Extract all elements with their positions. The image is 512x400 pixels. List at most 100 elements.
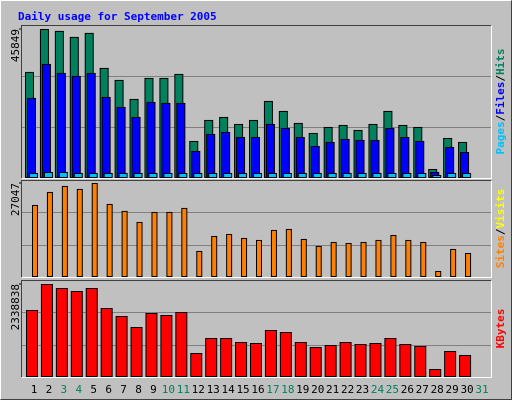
- bar: [465, 252, 472, 277]
- bar: [375, 239, 382, 277]
- bar: [324, 345, 337, 378]
- bar: [130, 327, 143, 377]
- x-tick-label: 11: [177, 383, 190, 396]
- legend-separator: /: [494, 228, 507, 235]
- legend-separator: /: [494, 114, 507, 121]
- bar: [71, 75, 81, 178]
- bar: [220, 338, 233, 377]
- bar: [208, 172, 218, 179]
- bar: [26, 310, 38, 378]
- bar: [325, 141, 335, 178]
- bar: [250, 343, 262, 377]
- bar: [166, 211, 173, 277]
- bar: [116, 106, 126, 178]
- bar: [190, 352, 203, 377]
- y-tick-label: 45849: [9, 29, 22, 62]
- bar: [43, 171, 53, 178]
- x-tick-label: 13: [207, 383, 220, 396]
- bar: [256, 239, 262, 277]
- bar: [282, 172, 292, 179]
- bar: [330, 241, 337, 277]
- bar: [206, 133, 216, 179]
- x-tick-label: 20: [311, 383, 324, 396]
- bar: [226, 233, 233, 277]
- y-tick-label: 2338838: [9, 284, 22, 330]
- x-tick-label: 18: [281, 383, 294, 396]
- bar: [435, 270, 442, 278]
- bar: [88, 172, 98, 179]
- legend: Pages/Files/Hits: [494, 49, 507, 155]
- bar: [76, 188, 83, 277]
- bar: [417, 172, 427, 179]
- x-tick-label: 1: [31, 383, 38, 396]
- bar: [56, 72, 66, 178]
- x-tick-label: 3: [61, 383, 68, 396]
- x-tick-label: 21: [326, 383, 339, 396]
- bar: [148, 172, 158, 179]
- panel-bevel: [21, 25, 492, 179]
- panel-bevel: [21, 280, 492, 378]
- y-tick-label: 27047: [9, 183, 22, 216]
- bar: [41, 63, 51, 178]
- bar: [27, 97, 36, 178]
- bar: [133, 172, 143, 179]
- bar: [444, 351, 457, 378]
- bar: [61, 185, 68, 277]
- bar: [251, 136, 260, 179]
- bar: [355, 139, 365, 178]
- bar: [445, 146, 455, 179]
- bar: [181, 207, 188, 277]
- bar: [400, 136, 410, 179]
- x-tick-label: 6: [105, 383, 112, 396]
- bar: [131, 116, 141, 179]
- bar: [91, 183, 98, 277]
- bar: [85, 288, 98, 377]
- bar: [55, 288, 68, 377]
- bar: [405, 239, 412, 277]
- bar: [241, 237, 248, 277]
- bar: [118, 172, 128, 179]
- bar: [265, 123, 275, 178]
- bar: [327, 172, 337, 179]
- bar: [399, 344, 412, 377]
- bar: [223, 172, 233, 179]
- bar: [315, 245, 322, 277]
- bar: [100, 308, 113, 377]
- bar: [390, 234, 397, 278]
- bar: [354, 344, 367, 377]
- bar: [360, 241, 367, 277]
- legend: Sites/Visits: [494, 189, 507, 269]
- legend-entry: Hits: [494, 49, 507, 76]
- bar: [450, 248, 457, 277]
- x-tick-label: 4: [75, 383, 82, 396]
- bar: [236, 136, 246, 179]
- bar: [121, 210, 128, 277]
- x-tick-label: 31: [475, 383, 488, 396]
- bar: [115, 316, 128, 378]
- x-tick-label: 15: [236, 383, 249, 396]
- legend-entry: Sites: [494, 235, 507, 268]
- bar: [145, 313, 158, 377]
- bar: [163, 172, 173, 179]
- bar: [151, 211, 158, 277]
- bar: [178, 172, 188, 179]
- x-tick-label: 29: [446, 383, 459, 396]
- x-tick-label: 26: [401, 383, 414, 396]
- bar: [295, 136, 305, 179]
- bar: [415, 140, 425, 179]
- bar: [279, 332, 292, 377]
- x-tick-label: 14: [222, 383, 236, 396]
- bar: [211, 235, 218, 277]
- bar: [294, 342, 307, 377]
- bar: [101, 96, 111, 178]
- bar: [32, 204, 38, 277]
- bar: [46, 191, 53, 277]
- bar: [40, 284, 53, 377]
- bar: [205, 338, 218, 377]
- x-tick-label: 23: [356, 383, 369, 396]
- bar: [161, 102, 171, 178]
- bar: [402, 172, 412, 179]
- bar: [462, 172, 472, 179]
